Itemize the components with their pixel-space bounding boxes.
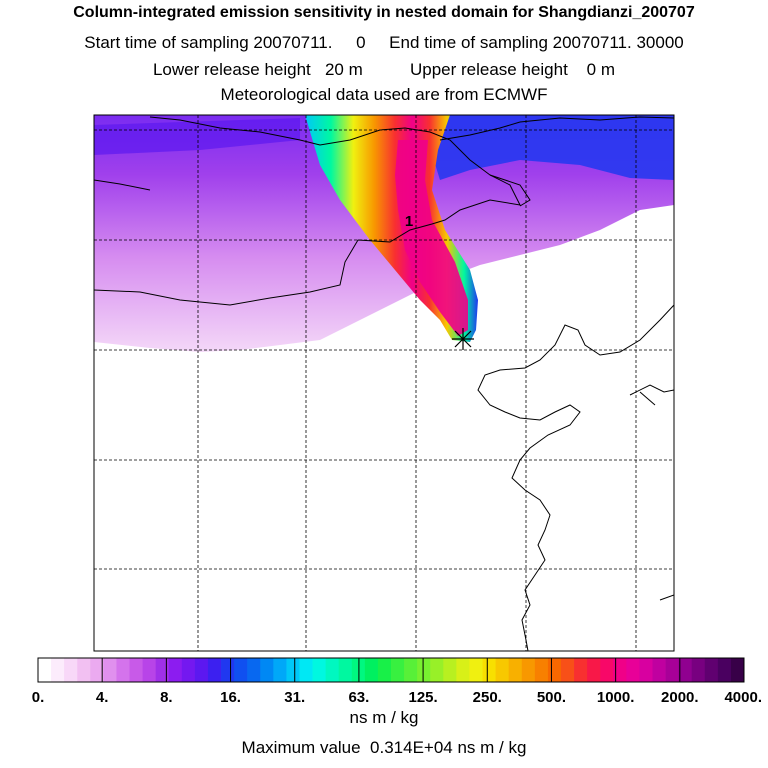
colorbar-cell bbox=[38, 658, 52, 682]
asterisk-star-icon bbox=[452, 328, 474, 350]
map-frame bbox=[93, 114, 675, 652]
colorbar-tick-label: 500. bbox=[537, 689, 566, 706]
colorbar-cell bbox=[704, 658, 719, 682]
sampling-time-line: Start time of sampling 20070711. 0 End t… bbox=[84, 33, 684, 52]
colorbar-cell bbox=[51, 658, 65, 682]
colorbar-tick-label: 2000. bbox=[661, 689, 699, 706]
colorbar-tick-label: 4. bbox=[96, 689, 109, 706]
colorbar-tick-label: 16. bbox=[220, 689, 241, 706]
colorbar-cell bbox=[207, 658, 222, 682]
colorbar-cell bbox=[678, 658, 693, 682]
colorbar-cell bbox=[116, 658, 130, 682]
maximum-value-label: Maximum value 0.314E+04 ns m / kg bbox=[241, 738, 527, 757]
colorbar-tick-label: 0. bbox=[32, 689, 45, 706]
colorbar-cell bbox=[430, 658, 444, 682]
map-title: Column-integrated emission sensitivity i… bbox=[73, 4, 695, 21]
colorbar-tick-label: 31. bbox=[284, 689, 305, 706]
colorbar-cell bbox=[417, 658, 431, 682]
colorbar-cell bbox=[364, 658, 379, 682]
colorbar-cell bbox=[587, 658, 601, 682]
colorbar-cell bbox=[482, 658, 496, 682]
colorbar-cell bbox=[234, 658, 248, 682]
colorbar-cell bbox=[600, 658, 614, 682]
colorbar-cell bbox=[547, 658, 562, 682]
colorbar-cell bbox=[155, 658, 170, 682]
colorbar-cell bbox=[338, 658, 353, 682]
colorbar-cell bbox=[299, 658, 313, 682]
colorbar-cell bbox=[560, 658, 575, 682]
colorbar-cell bbox=[221, 658, 235, 682]
colorbar-unit-label: ns m / kg bbox=[349, 708, 419, 727]
colorbar-cell bbox=[129, 658, 143, 682]
colorbar-cell bbox=[508, 658, 523, 682]
colorbar-cell bbox=[142, 658, 157, 682]
colorbar-cell bbox=[377, 658, 392, 682]
colorbar-cell bbox=[90, 658, 104, 682]
colorbar-tick-label: 250. bbox=[473, 689, 502, 706]
colorbar-cell bbox=[626, 658, 640, 682]
colorbar-cell bbox=[404, 658, 418, 682]
colorbar-cell bbox=[652, 658, 666, 682]
colorbar-cell bbox=[521, 658, 536, 682]
colorbar-cell bbox=[574, 658, 588, 682]
colorbar-cell bbox=[613, 658, 627, 682]
colorbar-cell bbox=[273, 658, 287, 682]
meteorological-data-line: Meteorological data used are from ECMWF bbox=[220, 85, 548, 104]
colorbar-cell bbox=[325, 658, 340, 682]
release-height-line: Lower release height 20 m Upper release … bbox=[152, 60, 616, 79]
colorbar-cell bbox=[691, 658, 706, 682]
colorbar-cell bbox=[247, 658, 261, 682]
colorbar-tick-label: 4000. bbox=[724, 689, 762, 706]
colorbar-cell bbox=[534, 658, 549, 682]
colorbar-cell bbox=[730, 658, 745, 682]
colorbar-cell bbox=[717, 658, 732, 682]
colorbar-cell bbox=[469, 658, 483, 682]
colorbar bbox=[38, 658, 745, 682]
colorbar-cell bbox=[639, 658, 653, 682]
colorbar-cell bbox=[260, 658, 274, 682]
colorbar-cell bbox=[391, 658, 405, 682]
colorbar-tick-label: 63. bbox=[348, 689, 369, 706]
lat-lon-grid bbox=[94, 115, 674, 651]
colorbar-cell bbox=[495, 658, 510, 682]
colorbar-cell bbox=[665, 658, 680, 682]
colorbar-cell bbox=[103, 658, 117, 682]
colorbar-cell bbox=[181, 658, 196, 682]
coastlines bbox=[94, 116, 674, 651]
colorbar-cell bbox=[194, 658, 209, 682]
colorbar-cell bbox=[77, 658, 91, 682]
colorbar-tick-label: 8. bbox=[160, 689, 173, 706]
colorbar-tick-label: 1000. bbox=[597, 689, 635, 706]
release-number-label: 1 bbox=[405, 213, 413, 230]
colorbar-cell bbox=[456, 658, 470, 682]
colorbar-tick-label: 125. bbox=[408, 689, 437, 706]
colorbar-tick-labels: 0. 4. 8. 16. 31. 63. 125. 250. 500. 1000. 2000. 400… bbox=[32, 658, 762, 706]
sensitivity-field bbox=[94, 115, 674, 352]
colorbar-cell bbox=[286, 658, 300, 682]
colorbar-cell bbox=[64, 658, 78, 682]
colorbar-cell bbox=[443, 658, 457, 682]
colorbar-cell bbox=[312, 658, 327, 682]
colorbar-cell bbox=[168, 658, 183, 682]
